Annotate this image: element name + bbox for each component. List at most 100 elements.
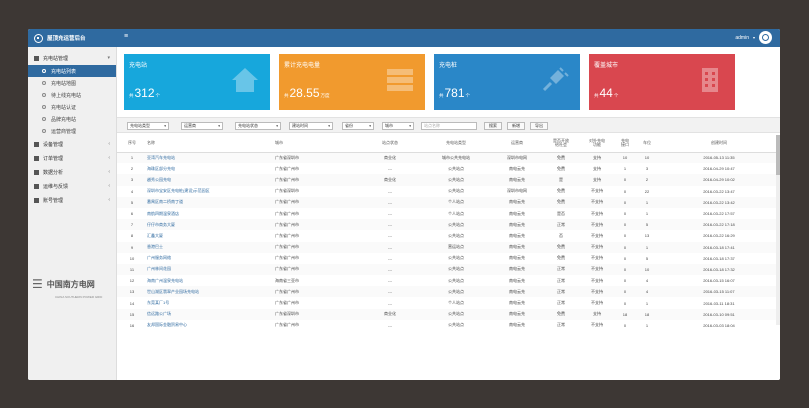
table-cell: 南电云充: [492, 286, 542, 298]
chevron-left-icon: ‹: [108, 169, 110, 175]
table-cell: 广东省广州市: [275, 263, 360, 276]
card-unit: 个: [465, 93, 471, 98]
station-name-link[interactable]: 海珠区部分充电: [147, 165, 175, 171]
col-header[interactable]: 城市: [275, 135, 360, 153]
station-name-link[interactable]: 番禺区南二桥南丁道: [147, 196, 275, 208]
col-header[interactable]: 序号: [117, 135, 147, 153]
station-name-link[interactable]: 香港巴士: [147, 241, 275, 253]
sidebar-item-station-map[interactable]: 充电站地图: [28, 77, 116, 89]
stat-card-energy[interactable]: 累计充电电量 共 28.55 万度: [279, 54, 425, 110]
chevron-down-icon: ▾: [328, 124, 330, 128]
col-header[interactable]: 运营商: [492, 135, 542, 153]
station-name-link[interactable]: 汇鑫大厦: [147, 232, 163, 238]
sidebar-item-station-list[interactable]: 充电站列表: [28, 65, 116, 77]
menu-toggle-icon[interactable]: ≡: [124, 33, 129, 40]
station-name-link[interactable]: 友邦国际金融贸易中心: [147, 322, 187, 328]
table-cell: 支持: [580, 174, 614, 186]
add-button[interactable]: 新增: [507, 122, 525, 130]
table-cell: 不支持: [591, 300, 603, 306]
nav-group-analytics[interactable]: 数据分析 ‹: [28, 165, 116, 179]
station-name-link[interactable]: 南航四期温泉酒店: [147, 210, 179, 216]
user-menu[interactable]: admin ▾: [735, 31, 772, 44]
station-name-link[interactable]: 亚湾汽车充电站: [147, 152, 275, 164]
nav-group-label: 运维与反馈: [43, 183, 69, 190]
nav-group-stations[interactable]: 充电站管理 ▾: [28, 51, 116, 65]
station-name-link[interactable]: 海南广州温泉充电站: [147, 277, 183, 283]
stat-card-cities[interactable]: 覆盖城市 共 44 个: [589, 54, 735, 110]
table-row[interactable]: 11 广州林间花园 广东省广州市 --- 公共站点 南电云充 正常 不支持 0 10 2016-03…: [117, 263, 780, 276]
table-row[interactable]: 8 汇鑫大厦 广东省广州市 --- 公共站点 南电云充 否 不支持 0 13 2016-03-22 …: [117, 230, 780, 241]
table-row[interactable]: 14 东莞某厂1号 广东省广州市 --- 个人站点 南电云充 正常 不支持 0 1 2016-03-…: [117, 297, 780, 308]
select-province[interactable]: 省份 ▾: [342, 122, 374, 130]
table-cell: 正常: [542, 219, 580, 231]
table-row[interactable]: 6 南航四期温泉酒店 广东省广州市 --- 个人站点 南电云充 是否 不支持 0 1 2016-03…: [117, 208, 780, 219]
table-cell: 南电云充: [492, 308, 542, 320]
export-button[interactable]: 导出: [530, 122, 548, 130]
station-name-link[interactable]: 世山湖区翡翠产业园场充电站: [147, 286, 275, 298]
col-header[interactable]: 充电站类型: [420, 135, 492, 153]
scrollbar-thumb[interactable]: [776, 135, 780, 175]
col-header[interactable]: 充电 接口: [614, 135, 636, 153]
app-logo[interactable]: 屋顶充运营后台: [28, 29, 116, 47]
table-row[interactable]: 4 深圳市宝安区充电桩(建设)示范园区 广东省深圳市 --- 公共站点 深圳市电网 免费 不支…: [117, 186, 780, 197]
table-cell: 公共站点: [448, 165, 464, 171]
station-name-link[interactable]: 东莞某厂1号: [147, 300, 170, 306]
sidebar-item-pending-stations[interactable]: 待上线充电站: [28, 89, 116, 101]
select-station-type[interactable]: 充电站类型 ▾: [127, 122, 169, 130]
col-header[interactable]: 是否开放 给社会: [542, 135, 580, 153]
table-cell: 14: [129, 300, 135, 306]
table-row[interactable]: 2 海珠区部分充电 广东省广州市 --- 公共站点 南电云充 免费 支持 1 3 2016-04-2…: [117, 163, 780, 174]
col-header[interactable]: 车位: [636, 135, 658, 153]
table-cell: 1: [117, 152, 147, 164]
table-row[interactable]: 12 海南广州温泉充电站 海南省三亚市 --- 公共站点 南电云充 正常 不支持 0 4 2016-…: [117, 275, 780, 286]
select-value: 充电站状态: [238, 123, 258, 128]
col-header[interactable]: 站点状态: [360, 135, 420, 153]
table-row[interactable]: 15 信远路公广场 广东省深圳市 商业化 公共站点 南电云充 免费 支持 18 18 2016-03…: [117, 308, 780, 320]
sidebar-item-station-certification[interactable]: 充电站认证: [28, 101, 116, 113]
avatar[interactable]: [759, 31, 772, 44]
table-row[interactable]: 16 友邦国际金融贸易中心 广东省广州市 --- 公共站点 南电云充 正常 不支持 0 1 2016…: [117, 320, 780, 331]
grid-logo-icon: ☰: [32, 277, 43, 291]
circle-icon: [42, 105, 46, 109]
table-scrollbar[interactable]: [776, 135, 780, 325]
select-operator[interactable]: 运营商 ▾: [181, 122, 223, 130]
table-cell: ---: [388, 255, 392, 261]
station-name-link[interactable]: 深圳市宝安区充电桩(建设)示范园区: [147, 188, 210, 194]
nav-group-devices[interactable]: 设备管理 ‹: [28, 137, 116, 151]
nav-group-orders[interactable]: 订单管理 ‹: [28, 151, 116, 165]
select-station-status[interactable]: 充电站状态 ▾: [235, 122, 281, 130]
table-row[interactable]: 3 越秀公园充电 广东省广州市 商业化 公共站点 南电云充是支持 0 2 2016-04-29 …: [117, 174, 780, 186]
sidebar-item-operators[interactable]: 运营商管理: [28, 125, 116, 137]
col-header[interactable]: 对外充电 功能: [580, 135, 614, 153]
table-row[interactable]: 10 广州服务网络 广东省广州市 --- 公共站点 南电云充 免费 不支持 0 5 2016-03-…: [117, 253, 780, 264]
table-row[interactable]: 13 世山湖区翡翠产业园场充电站 广东省广州市 --- 公共站点 南电云充 正常 不支持 0 4 2…: [117, 286, 780, 298]
table-cell: 2016-03-10 09:51: [658, 308, 780, 320]
station-name-link[interactable]: 仔仔市商务大厦: [147, 219, 275, 231]
table-cell: 0: [614, 263, 636, 276]
station-name-link[interactable]: 广州服务网络: [147, 255, 171, 261]
sidebar-item-brand-stations[interactable]: 品牌充电站: [28, 113, 116, 125]
station-name-link[interactable]: 信远路公广场: [147, 308, 275, 320]
search-input[interactable]: 站点名称: [421, 122, 477, 130]
station-name-link[interactable]: 广州林间花园: [147, 263, 275, 276]
col-header[interactable]: 名称: [147, 135, 275, 153]
nav-group-feedback[interactable]: 运维与反馈 ‹: [28, 179, 116, 193]
station-name-link[interactable]: 越秀公园充电: [147, 174, 275, 186]
stat-card-stations[interactable]: 充电站 共 312 个: [124, 54, 270, 110]
table-row[interactable]: 5 番禺区南二桥南丁道 广东省广州市 --- 个人站点 南电云充 免费 不支持 0 1 2016-0…: [117, 196, 780, 208]
main-content: 充电站 共 312 个 累计充电电量 共 28.55 万度: [117, 47, 780, 380]
table-row[interactable]: 9 香港巴士 广东省广州市 --- 营运站点 南电云充 免费 不支持 0 1 2016-03-18 …: [117, 241, 780, 253]
table-row[interactable]: 7 仔仔市商务大厦 广东省广州市 --- 公共站点 南电云充 正常 不支持 0 5 2016-03-…: [117, 219, 780, 231]
table-cell: 0: [623, 278, 627, 284]
select-build-time[interactable]: 建站时间 ▾: [289, 122, 333, 130]
brand-name: 中国南方电网: [46, 279, 95, 289]
table-cell: ---: [360, 263, 420, 276]
chart-icon: [34, 169, 39, 175]
table-cell: ---: [388, 211, 392, 217]
table-row[interactable]: 1 亚湾汽车充电站 广东省深圳市 商业化 城市公共充电站 深圳市电网 免费 支持 10 10 201…: [117, 152, 780, 164]
select-city[interactable]: 城市 ▾: [382, 122, 414, 130]
nav-group-accounts[interactable]: 账号管理 ‹: [28, 193, 116, 207]
col-header[interactable]: 创建时间: [658, 135, 780, 153]
search-button[interactable]: 搜索: [484, 122, 502, 130]
stat-card-chargers[interactable]: 充电桩 共 781 个: [434, 54, 580, 110]
